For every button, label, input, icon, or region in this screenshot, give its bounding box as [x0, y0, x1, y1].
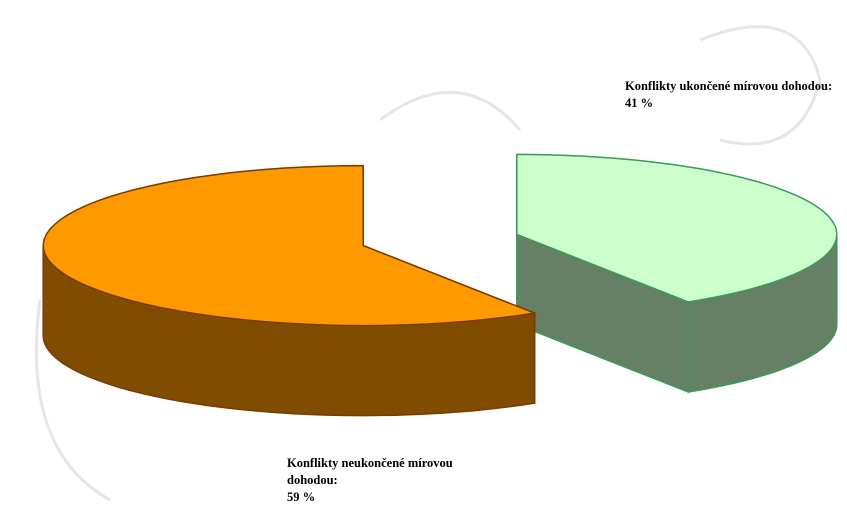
- slice-top: [42, 164, 538, 327]
- watermark-stroke: [34, 299, 111, 502]
- slice-label: Konflikty neukončené mírovou dohodou: 59…: [287, 455, 467, 506]
- watermark: [34, 25, 822, 502]
- watermark-stroke: [699, 25, 822, 146]
- slice-label: Konflikty ukončené mírovou dohodou: 41 %: [625, 78, 847, 112]
- category-label: Konflikty ukončené mírovou dohodou:: [625, 79, 833, 93]
- watermark-stroke: [379, 90, 522, 131]
- value-label: 41 %: [625, 96, 654, 110]
- slice-top: [516, 153, 838, 303]
- category-label: Konflikty neukončené mírovou dohodou:: [287, 456, 453, 487]
- value-label: 59 %: [287, 490, 316, 504]
